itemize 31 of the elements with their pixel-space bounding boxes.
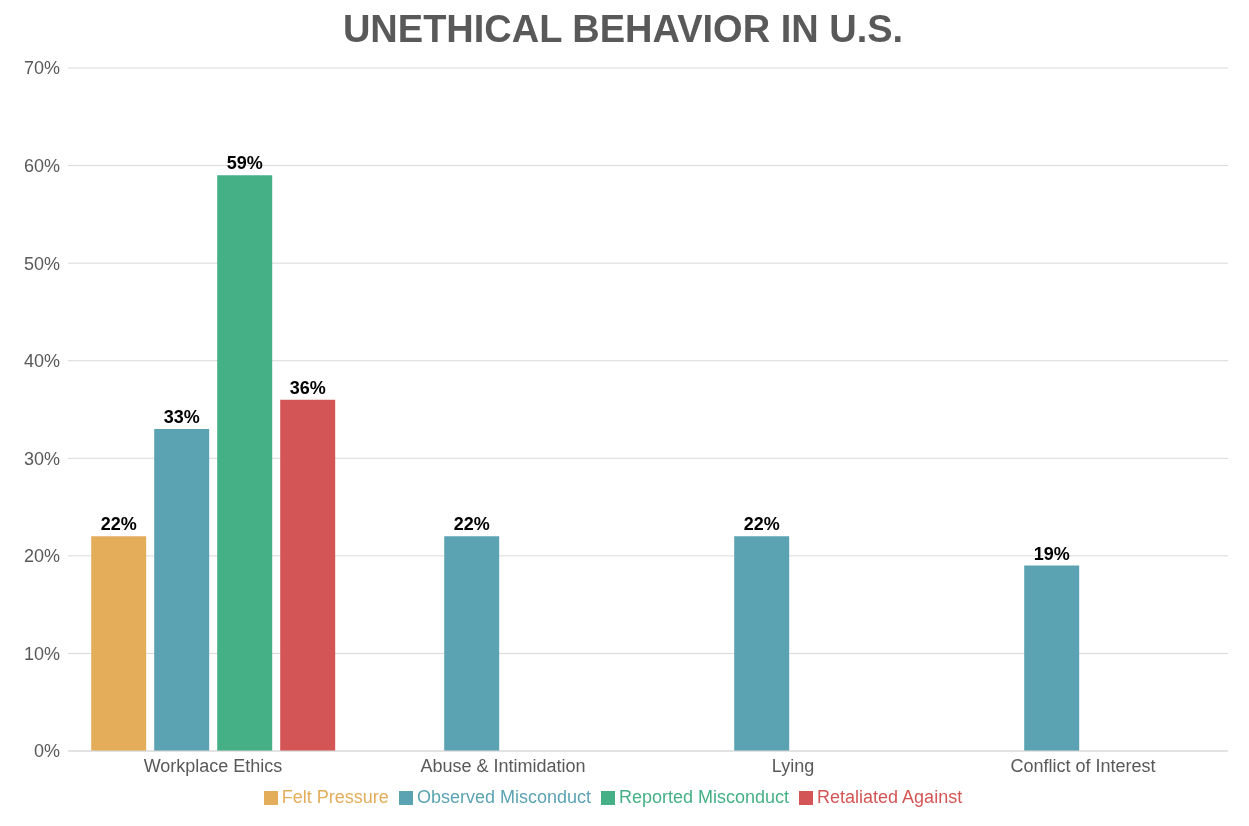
legend-label: Reported Misconduct	[618, 787, 790, 807]
bar	[280, 399, 336, 751]
data-label: 59%	[226, 153, 263, 174]
legend-label: Retaliated Against	[817, 787, 963, 807]
y-tick-label: 60%	[23, 155, 60, 176]
bar	[217, 175, 273, 751]
bar	[1024, 565, 1080, 751]
data-label: 22%	[453, 514, 490, 535]
bar	[444, 536, 500, 751]
bar	[154, 429, 210, 751]
x-tick-label: Abuse & Intimidation	[420, 755, 586, 776]
data-label: 33%	[163, 407, 200, 428]
chart-title: UNETHICAL BEHAVIOR IN U.S.	[341, 8, 905, 52]
data-label: 36%	[289, 377, 326, 398]
data-label: 22%	[100, 514, 137, 535]
legend-label: Felt Pressure	[281, 787, 389, 807]
y-tick-label: 50%	[23, 253, 60, 274]
y-tick-label: 70%	[23, 58, 60, 79]
legend-label: Observed Misconduct	[416, 787, 591, 807]
y-tick-label: 0%	[33, 741, 60, 762]
y-tick-label: 20%	[23, 546, 60, 567]
data-label: 19%	[1033, 543, 1070, 564]
bar	[91, 536, 147, 751]
y-tick-label: 40%	[23, 351, 60, 372]
data-label: 22%	[743, 514, 780, 535]
y-tick-label: 10%	[23, 643, 60, 664]
x-tick-label: Lying	[771, 755, 815, 776]
bar	[734, 536, 790, 751]
x-tick-label: Workplace Ethics	[143, 755, 283, 776]
y-tick-label: 30%	[23, 448, 60, 469]
x-tick-label: Conflict of Interest	[1010, 755, 1156, 776]
